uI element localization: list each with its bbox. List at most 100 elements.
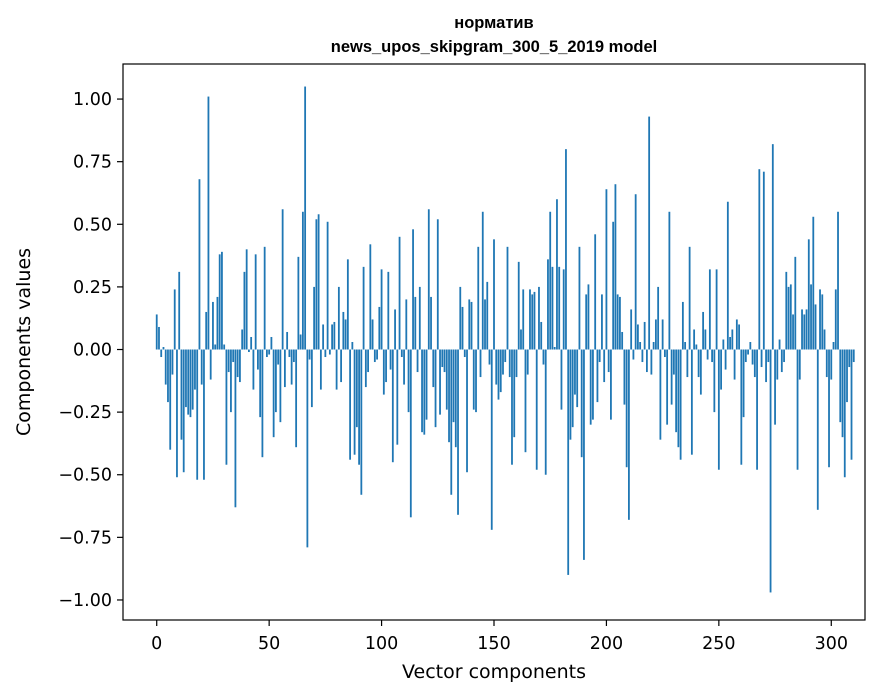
bar [744,349,747,363]
bar [828,349,830,468]
bar [178,271,181,350]
bar [672,349,675,375]
bar [810,284,812,350]
bar [637,324,639,350]
bar [288,349,291,358]
bar [601,294,603,350]
bar [355,349,358,428]
bar [816,349,819,510]
bar [239,349,241,383]
bar [257,349,259,370]
bar [760,349,763,368]
bar [587,284,590,350]
bar [571,349,574,428]
bar [720,349,722,390]
bar [277,349,280,365]
bar [412,229,414,350]
bar [666,349,669,425]
bar [454,349,457,448]
bar [380,269,383,350]
bar [328,349,331,355]
bar [160,349,163,358]
x-tick-label: 100 [365,634,398,654]
bar [317,214,320,350]
x-tick-label: 0 [151,634,162,654]
bar [670,349,673,405]
bar [209,349,212,380]
bar [771,144,774,350]
bar [711,349,713,363]
bar [391,349,394,463]
bar [295,349,298,448]
bar [621,331,624,350]
bar [468,299,471,350]
bar [236,349,239,378]
bar [758,169,761,350]
bar [614,184,617,350]
bar [690,349,693,455]
bar [250,336,253,350]
bar [540,321,543,350]
bar [421,349,423,433]
bar [576,349,579,408]
bar [304,86,307,350]
bar [789,284,792,350]
bar [578,246,581,350]
bar [499,349,502,393]
bar [639,342,642,350]
x-tick-label: 50 [258,634,280,654]
bar [675,349,678,433]
bar [632,349,635,360]
bar [520,329,522,350]
bar [479,349,482,378]
bar [405,299,408,350]
bar [825,349,828,378]
bar [182,349,185,473]
bar [490,349,493,530]
bar [648,116,651,350]
y-axis-label: Components values [13,248,35,436]
bar [717,349,720,470]
bar [225,349,228,465]
y-tick-label: 1.00 [73,90,112,110]
bar [212,301,214,350]
bar [654,319,657,350]
bar [248,349,250,353]
bar [643,321,646,350]
bar [457,349,459,515]
bar [261,349,264,458]
bar [362,266,365,350]
bar [567,349,570,575]
bar [477,246,480,350]
bar [481,211,484,350]
bar [349,349,351,460]
bar [466,349,468,473]
bar [360,349,363,495]
bar [315,219,318,350]
bar [241,329,244,350]
bar [565,149,567,350]
bar [731,329,734,350]
bar [434,349,437,428]
bar [538,286,540,350]
bar [409,349,412,518]
bar [367,349,369,373]
bar [735,319,738,350]
bar [427,209,430,350]
bar [659,349,662,440]
bar [376,349,378,360]
bar [344,319,347,350]
bar [432,349,435,388]
bar [353,349,356,455]
bar [722,339,725,350]
bar [697,349,700,378]
bar [297,256,300,350]
bar [342,311,345,350]
bar [486,281,489,350]
bar [749,342,752,350]
bar [562,269,565,350]
x-tick-label: 300 [815,634,848,654]
bar [227,349,230,373]
